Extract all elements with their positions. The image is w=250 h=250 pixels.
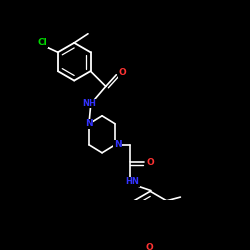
Text: O: O	[118, 68, 126, 77]
Text: N: N	[114, 140, 122, 149]
Text: N: N	[85, 119, 93, 128]
Text: HN: HN	[126, 177, 140, 186]
Text: O: O	[146, 243, 154, 250]
Text: Cl: Cl	[37, 38, 47, 47]
Text: NH: NH	[82, 99, 96, 108]
Text: O: O	[146, 158, 154, 167]
